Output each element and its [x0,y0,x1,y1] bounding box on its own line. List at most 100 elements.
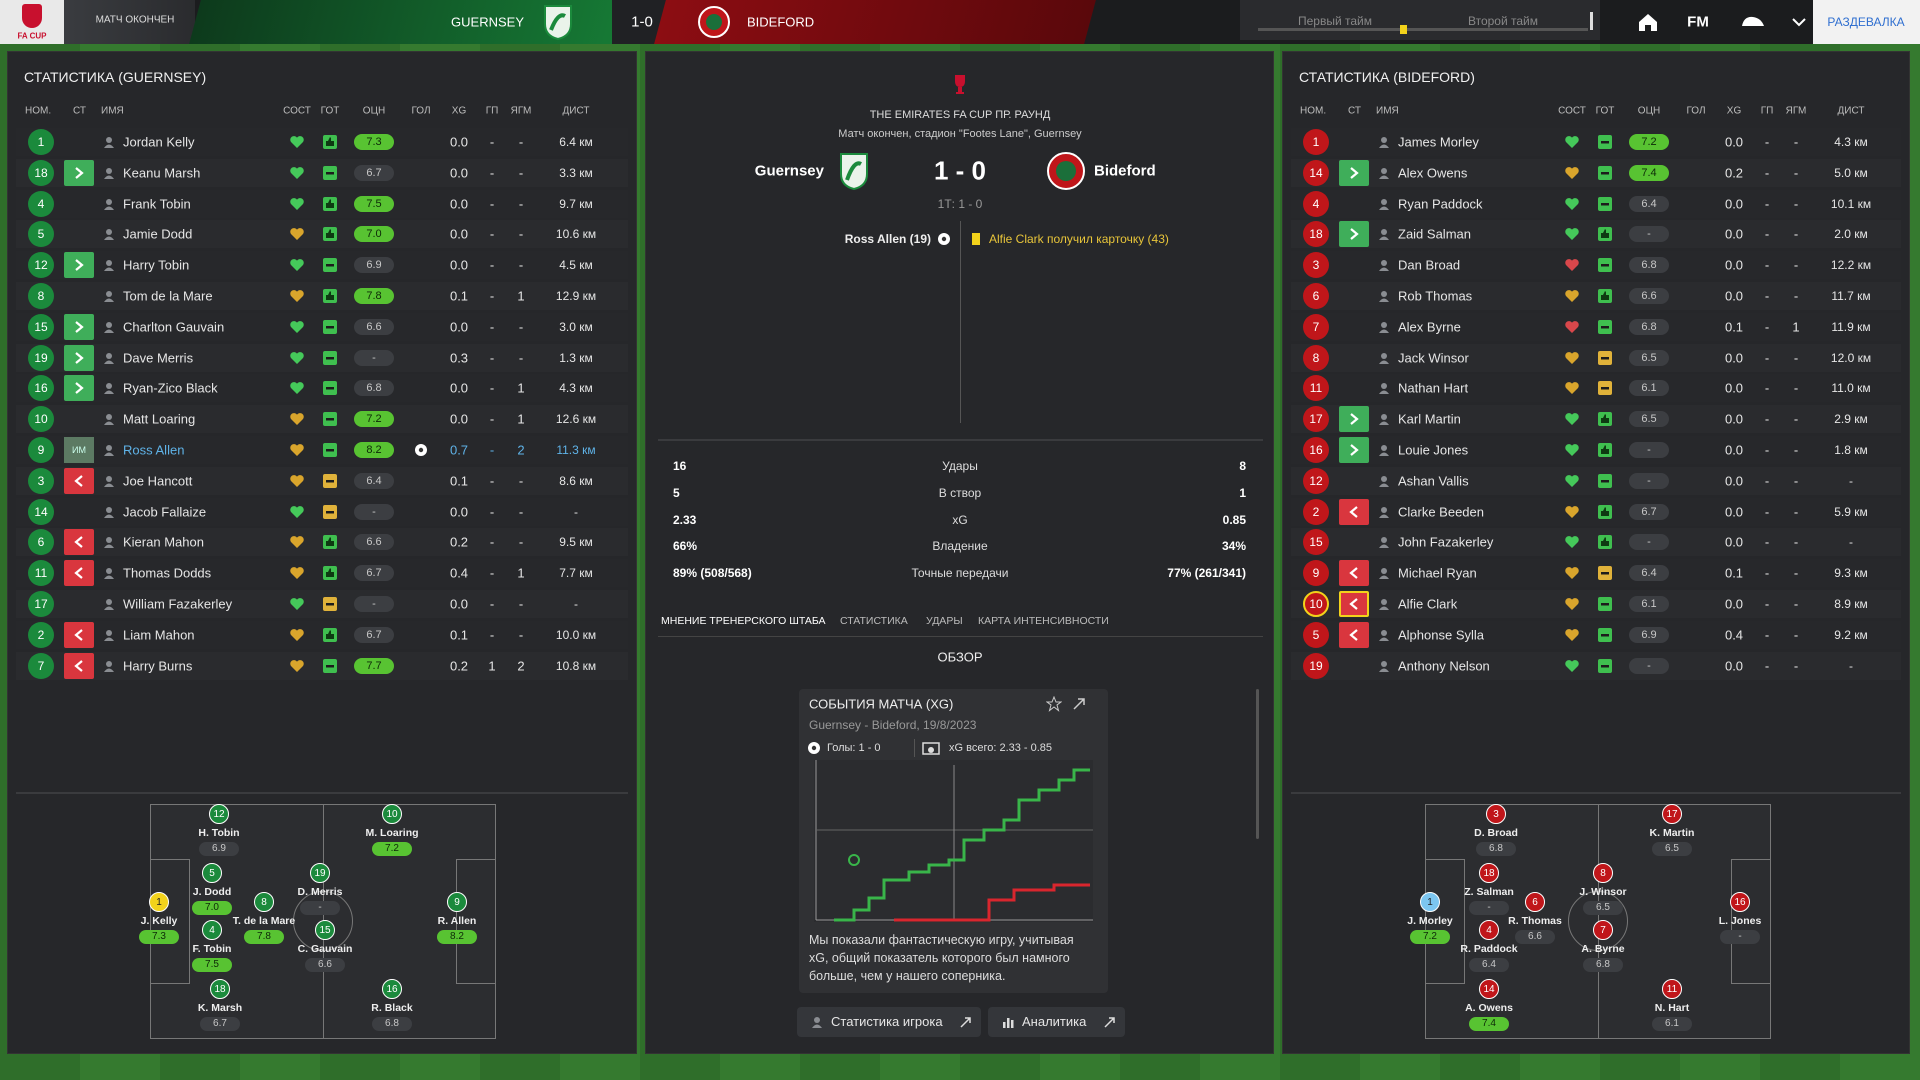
condition [1565,598,1579,610]
distance: 9.3 км [1834,566,1868,581]
player-name[interactable]: Keanu Marsh [123,165,201,181]
tab[interactable]: КАРТА ИНТЕНСИВНОСТИ [978,615,1109,627]
distance: - [574,504,578,519]
player-name[interactable]: Matt Loaring [123,411,196,427]
xg: 0.0 [449,134,469,150]
player-name[interactable]: Anthony Nelson [1398,658,1490,674]
assists: - [489,196,495,212]
player-name[interactable]: Michael Ryan [1398,565,1477,581]
tab[interactable]: МНЕНИЕ ТРЕНЕРСКОГО ШТАБА [661,615,826,627]
away-stats-panel: СТАТИСТИКА (BIDEFORD) НОМ. СТ ИМЯ СОСТ ГОТ ОЦН… [1282,51,1910,1054]
chevron[interactable] [1792,17,1806,27]
player-name[interactable]: Jamie Dodd [123,226,193,242]
player-name[interactable]: Joe Hancott [123,473,193,489]
heart [1565,444,1579,456]
fm-menu[interactable]: FM [1687,13,1709,31]
player-name[interactable]: Frank Tobin [123,196,191,212]
person-body [104,637,114,641]
player-name[interactable]: Jack Winsor [1398,350,1469,366]
pitch-player-name: J. Dodd [192,886,232,898]
person-head [106,660,112,667]
column-header: ИМЯ [101,105,124,117]
tab[interactable]: УДАРЫ [926,615,963,627]
row-bg [16,528,628,557]
player-name[interactable]: Tom de la Mare [123,288,213,304]
key-passes: - [518,226,524,242]
person-head [106,383,112,390]
player-name[interactable]: Alphonse Sylla [1398,627,1484,643]
player-name[interactable]: Ryan Paddock [1398,196,1483,212]
player-name[interactable]: Charlton Gauvain [123,319,225,335]
player-name[interactable]: Clarke Beeden [1398,504,1484,520]
player-name[interactable]: Jacob Fallaize [123,504,207,520]
sport-icon[interactable] [1741,14,1765,30]
player-name[interactable]: Thomas Dodds [123,565,212,581]
distance: 12.0 км [1830,350,1872,365]
player-name[interactable]: Liam Mahon [123,627,195,643]
chevron [75,382,84,395]
player-name[interactable]: William Fazakerley [123,596,233,612]
action-button[interactable]: Аналитика [988,1007,1125,1037]
player-name[interactable]: Ryan-Zico Black [123,380,218,396]
column-header: ГОТ [320,105,340,117]
chevron-glyph [75,382,84,395]
stat-home: 16 [673,459,687,473]
xg: 0.0 [1724,534,1744,550]
action-button[interactable]: Статистика игрока [797,1007,981,1037]
player-name[interactable]: John Fazakerley [1398,534,1494,550]
player-name[interactable]: Louie Jones [1398,442,1469,458]
tab[interactable]: СТАТИСТИКА [840,615,908,627]
player-name[interactable]: James Morley [1398,134,1479,150]
distance: 10.8 км [555,658,597,673]
column-header: СТ [1348,105,1361,117]
player-icon [104,321,114,333]
readiness [1598,535,1612,550]
home-icon[interactable] [1637,11,1659,33]
readiness [323,350,337,365]
player-name[interactable]: Ashan Vallis [1398,473,1469,489]
player-name[interactable]: Harry Burns [123,658,193,674]
row-bg [1291,374,1901,403]
player-icon [104,352,114,364]
open-icon [959,1016,971,1028]
card-event: Alfie Clark получил карточку (43) [989,232,1169,246]
player-name[interactable]: Alex Owens [1398,165,1468,181]
logo-text: FA CUP [17,31,47,41]
rating: 7.2 [1629,134,1669,150]
player-name[interactable]: Nathan Hart [1398,380,1469,396]
row-bg [1291,189,1901,218]
player-icon [104,167,114,179]
rating: 7.8 [354,288,394,304]
shirt-number: 4 [28,190,54,217]
shirt-number: 7 [28,652,54,679]
pitch-rating: 7.4 [1469,1017,1509,1031]
column-header: СОСТ [283,105,311,117]
player-name[interactable]: Dave Merris [123,350,194,366]
player-name[interactable]: Rob Thomas [1398,288,1473,304]
away-team[interactable]: Bideford [1094,162,1156,180]
player-name[interactable]: Alfie Clark [1398,596,1458,612]
thumb [326,568,334,578]
person-head [106,629,112,636]
player-name[interactable]: Zaid Salman [1398,226,1471,242]
heart [1565,536,1579,549]
person-body [104,483,114,487]
player-name[interactable]: Harry Tobin [123,257,190,273]
condition [290,505,304,518]
distance: 4.3 км [1834,135,1868,149]
player-name[interactable]: Alex Byrne [1398,319,1461,335]
distance: 11.0 км [1831,381,1871,396]
column-header: НОМ. [1300,105,1327,117]
person-body [1379,236,1389,241]
player-name[interactable]: Dan Broad [1398,257,1461,273]
player-name[interactable]: Ross Allen [123,442,185,458]
player-name[interactable]: Kieran Mahon [123,534,204,550]
penalty-box [1425,859,1465,984]
player-name[interactable]: Karl Martin [1398,411,1461,427]
player-name[interactable]: Jordan Kelly [123,134,195,150]
readiness [1598,319,1612,334]
home-team[interactable]: Guernsey [754,162,824,180]
row-bg [16,343,628,372]
away-crest [698,6,730,38]
continue-button[interactable]: РАЗДЕВАЛКА [1827,15,1905,29]
